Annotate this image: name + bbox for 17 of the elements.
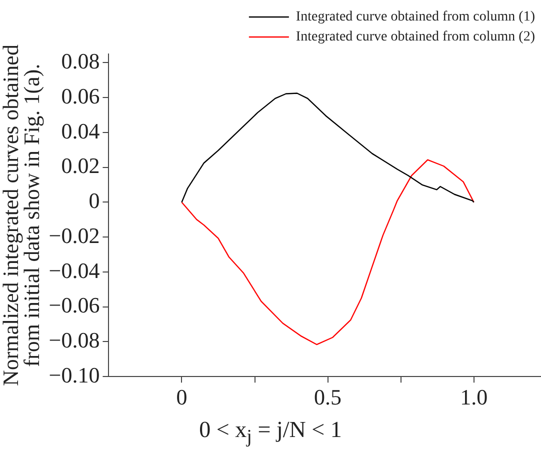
y-tick-label: −0.06 (48, 292, 100, 318)
y-tick-label: −0.10 (48, 362, 100, 388)
x-axis-title: 0 < x$_{j}$ = j/N < 1 (198, 417, 343, 449)
y-tick-label: −0.02 (48, 222, 100, 248)
legend-label: Integrated curve obtained from column (1) (296, 10, 536, 25)
x-tick-label: 0.5 (314, 384, 342, 410)
x-tick-label: 1.0 (460, 384, 488, 410)
y-axis-title: Normalized integrated curves obtained from initial data show in Fig. 1(a). (0, 44, 44, 386)
y-tick-label: 0.04 (61, 118, 100, 144)
y-tick-label: −0.04 (48, 258, 100, 283)
y-tick-label: 0.08 (61, 48, 100, 74)
y-tick-label: 0 (88, 188, 100, 214)
y-tick-label: 0.06 (61, 83, 100, 108)
legend-label: Integrated curve obtained from column (2) (296, 30, 536, 45)
y-tick-label: 0.02 (61, 153, 100, 178)
y-tick-label: −0.08 (48, 328, 100, 353)
x-tick-label: 0 (176, 384, 188, 410)
